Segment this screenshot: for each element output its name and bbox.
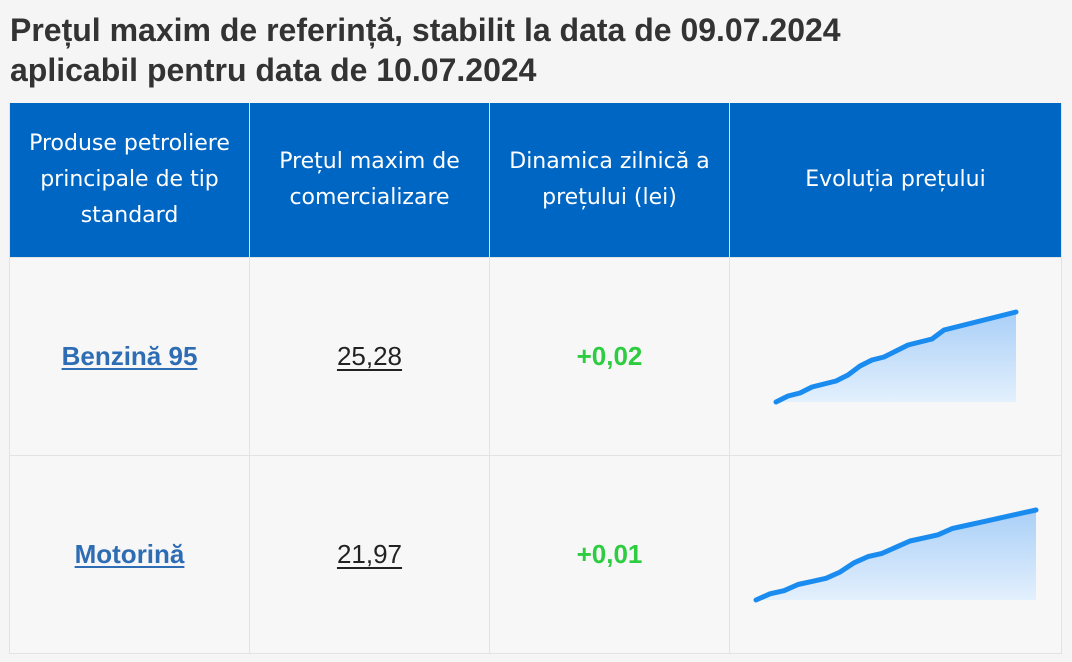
product-link-benzina-95[interactable]: Benzină 95 (61, 340, 198, 371)
price-cell: 25,28 (249, 256, 490, 456)
header-max-price: Prețul maxim de comercializare (249, 103, 490, 258)
sparkline-cell (729, 256, 1062, 456)
sparkline-area (756, 509, 1036, 600)
delta-cell: +0,01 (489, 454, 730, 654)
product-link-motorina[interactable]: Motorină (74, 538, 185, 569)
sparkline-cell (729, 454, 1062, 654)
price-table: Produse petroliere principale de tip sta… (9, 103, 1062, 654)
sparkline-line (753, 507, 1039, 602)
table-row: Motorină 21,97 +0,01 (9, 454, 1062, 654)
product-cell: Motorină (9, 454, 250, 654)
table-row: Benzină 95 25,28 +0,02 (9, 256, 1062, 456)
page-title-line-1: Prețul maxim de referință, stabilit la d… (10, 12, 841, 48)
product-cell: Benzină 95 (9, 256, 250, 456)
price-sparkline (753, 507, 1039, 602)
header-daily-change: Dinamica zilnică a prețului (lei) (489, 103, 730, 258)
price-cell: 21,97 (249, 454, 490, 654)
header-price-evolution: Evoluția prețului (729, 103, 1062, 258)
price-change-value: +0,02 (576, 340, 643, 371)
price-sparkline (773, 309, 1019, 404)
table-header-row: Produse petroliere principale de tip sta… (9, 103, 1062, 258)
sparkline-area (776, 311, 1016, 402)
delta-cell: +0,02 (489, 256, 730, 456)
price-value[interactable]: 25,28 (336, 340, 403, 371)
page-title: Prețul maxim de referință, stabilit la d… (10, 10, 841, 90)
sparkline-line (773, 309, 1019, 404)
header-products: Produse petroliere principale de tip sta… (9, 103, 250, 258)
price-value[interactable]: 21,97 (336, 538, 403, 569)
page-title-line-2: aplicabil pentru data de 10.07.2024 (10, 52, 537, 88)
price-change-value: +0,01 (576, 538, 643, 569)
